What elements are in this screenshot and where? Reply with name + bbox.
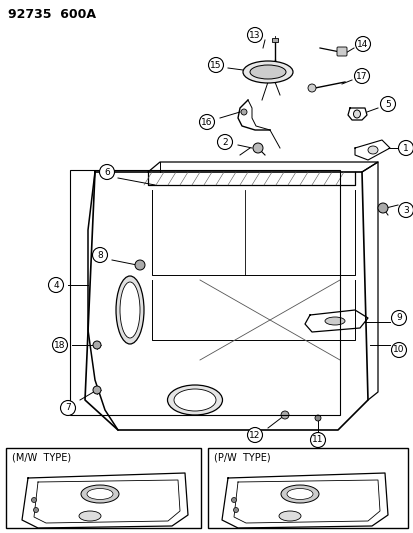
Text: (P/W  TYPE): (P/W TYPE) [214, 453, 270, 463]
Circle shape [135, 260, 145, 270]
Circle shape [60, 400, 75, 416]
Ellipse shape [249, 65, 285, 79]
Ellipse shape [173, 389, 216, 411]
Circle shape [310, 432, 325, 448]
Text: 11: 11 [311, 435, 323, 445]
Circle shape [217, 134, 232, 149]
Circle shape [280, 411, 288, 419]
Text: 8: 8 [97, 251, 102, 260]
Circle shape [199, 115, 214, 130]
Circle shape [398, 141, 413, 156]
Circle shape [252, 143, 262, 153]
Circle shape [52, 337, 67, 352]
Text: 10: 10 [392, 345, 404, 354]
Text: 7: 7 [65, 403, 71, 413]
Circle shape [391, 311, 406, 326]
Text: 1: 1 [402, 143, 408, 152]
Bar [70, 170, 339, 415]
Text: 92735  600A: 92735 600A [8, 8, 96, 21]
Circle shape [398, 203, 413, 217]
Circle shape [99, 165, 114, 180]
Ellipse shape [367, 146, 377, 154]
Ellipse shape [286, 489, 312, 499]
Text: 12: 12 [249, 431, 260, 440]
Circle shape [208, 58, 223, 72]
Ellipse shape [167, 385, 222, 415]
Text: 9: 9 [395, 313, 401, 322]
Ellipse shape [79, 511, 101, 521]
Text: 17: 17 [356, 71, 367, 80]
Text: 16: 16 [201, 117, 212, 126]
Ellipse shape [280, 485, 318, 503]
Text: (M/W  TYPE): (M/W TYPE) [12, 453, 71, 463]
Circle shape [355, 36, 370, 52]
Circle shape [33, 507, 38, 513]
Circle shape [93, 386, 101, 394]
Circle shape [380, 96, 394, 111]
Bar [6, 448, 201, 528]
Text: 4: 4 [53, 280, 59, 289]
Text: 13: 13 [249, 30, 260, 39]
Ellipse shape [353, 110, 360, 118]
Ellipse shape [120, 282, 140, 338]
Text: 5: 5 [384, 100, 390, 109]
Circle shape [307, 84, 315, 92]
FancyBboxPatch shape [271, 38, 277, 42]
FancyBboxPatch shape [336, 47, 346, 56]
Ellipse shape [324, 317, 344, 325]
Text: 2: 2 [222, 138, 227, 147]
Text: 15: 15 [210, 61, 221, 69]
Ellipse shape [242, 61, 292, 83]
Circle shape [247, 427, 262, 442]
Circle shape [354, 69, 369, 84]
Text: 14: 14 [356, 39, 368, 49]
Ellipse shape [81, 485, 119, 503]
Circle shape [391, 343, 406, 358]
Text: 3: 3 [402, 206, 408, 214]
Ellipse shape [87, 489, 113, 499]
Ellipse shape [116, 276, 144, 344]
Circle shape [247, 28, 262, 43]
Circle shape [231, 497, 236, 503]
Circle shape [93, 341, 101, 349]
Circle shape [92, 247, 107, 262]
Ellipse shape [278, 511, 300, 521]
Circle shape [314, 415, 320, 421]
Circle shape [48, 278, 63, 293]
Text: 6: 6 [104, 167, 109, 176]
Circle shape [31, 497, 36, 503]
Circle shape [233, 507, 238, 513]
Circle shape [240, 109, 247, 115]
Circle shape [377, 203, 387, 213]
Text: 18: 18 [54, 341, 66, 350]
Bar [207, 448, 407, 528]
